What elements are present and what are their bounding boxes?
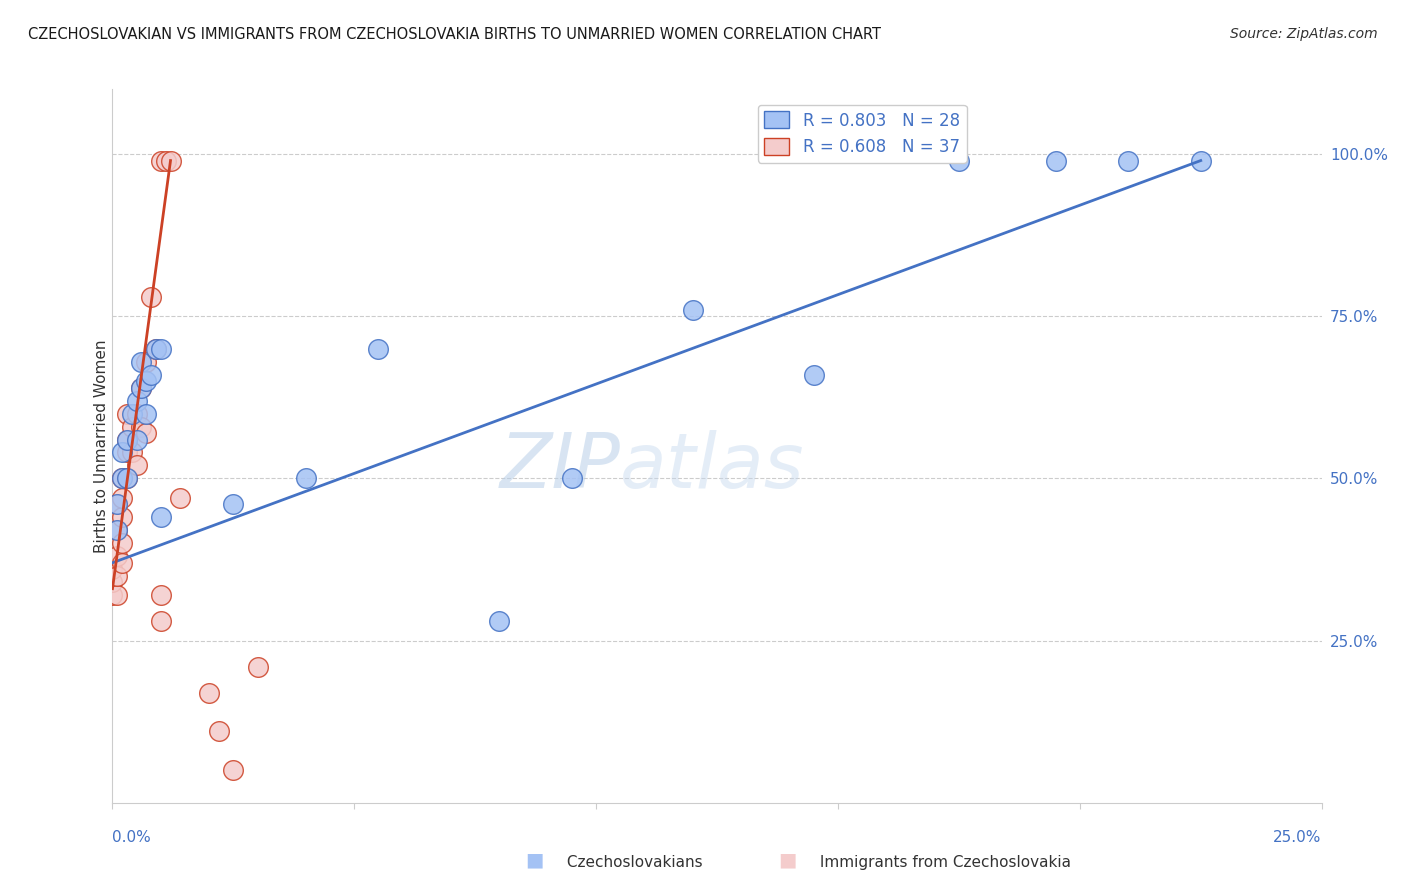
Point xyxy=(149,588,172,602)
Point xyxy=(105,524,128,538)
Point xyxy=(803,368,825,382)
Text: ■: ■ xyxy=(778,851,797,870)
Point xyxy=(105,588,128,602)
Point xyxy=(135,374,157,388)
Point xyxy=(222,497,245,511)
Text: Source: ZipAtlas.com: Source: ZipAtlas.com xyxy=(1230,27,1378,41)
Text: atlas: atlas xyxy=(620,431,804,504)
Text: 25.0%: 25.0% xyxy=(1274,830,1322,845)
Point xyxy=(105,549,128,564)
Text: Immigrants from Czechoslovakia: Immigrants from Czechoslovakia xyxy=(815,855,1071,870)
Point xyxy=(111,536,134,550)
Point xyxy=(682,302,704,317)
Point xyxy=(159,153,181,168)
Point xyxy=(222,764,245,778)
Text: 0.0%: 0.0% xyxy=(112,830,152,845)
Point xyxy=(131,419,153,434)
Point xyxy=(149,510,172,524)
Point xyxy=(141,368,163,382)
Y-axis label: Births to Unmarried Women: Births to Unmarried Women xyxy=(94,339,108,553)
Point xyxy=(111,471,134,485)
Point xyxy=(145,342,167,356)
Point xyxy=(121,419,143,434)
Point xyxy=(105,524,128,538)
Point xyxy=(105,497,128,511)
Point xyxy=(141,290,163,304)
Point xyxy=(125,393,148,408)
Point xyxy=(121,445,143,459)
Point xyxy=(111,491,134,505)
Point xyxy=(125,433,148,447)
Point xyxy=(115,471,138,485)
Point xyxy=(115,433,138,447)
Point xyxy=(105,497,128,511)
Point xyxy=(131,381,153,395)
Point xyxy=(105,568,128,582)
Point xyxy=(149,614,172,628)
Point xyxy=(169,491,191,505)
Point xyxy=(115,407,138,421)
Point xyxy=(131,354,153,368)
Point xyxy=(125,407,148,421)
Point xyxy=(101,562,124,576)
Point xyxy=(135,407,157,421)
Point xyxy=(155,153,177,168)
Text: CZECHOSLOVAKIAN VS IMMIGRANTS FROM CZECHOSLOVAKIA BIRTHS TO UNMARRIED WOMEN CORR: CZECHOSLOVAKIAN VS IMMIGRANTS FROM CZECH… xyxy=(28,27,882,42)
Point xyxy=(1189,153,1212,168)
Point xyxy=(135,354,157,368)
Point xyxy=(115,471,138,485)
Point xyxy=(121,407,143,421)
Point xyxy=(111,556,134,570)
Point xyxy=(101,588,124,602)
Point xyxy=(135,425,157,440)
Point xyxy=(111,445,134,459)
Point xyxy=(111,471,134,485)
Legend: R = 0.803   N = 28, R = 0.608   N = 37: R = 0.803 N = 28, R = 0.608 N = 37 xyxy=(758,104,966,162)
Point xyxy=(198,685,221,699)
Point xyxy=(246,659,269,673)
Point xyxy=(948,153,970,168)
Point xyxy=(295,471,318,485)
Point xyxy=(561,471,583,485)
Point xyxy=(131,381,153,395)
Point xyxy=(115,445,138,459)
Text: ■: ■ xyxy=(524,851,544,870)
Point xyxy=(149,342,172,356)
Point xyxy=(125,458,148,473)
Point xyxy=(101,575,124,590)
Point xyxy=(111,510,134,524)
Text: Czechoslovakians: Czechoslovakians xyxy=(562,855,703,870)
Point xyxy=(488,614,510,628)
Point xyxy=(1045,153,1067,168)
Point xyxy=(1116,153,1139,168)
Point xyxy=(367,342,389,356)
Point xyxy=(115,433,138,447)
Point xyxy=(149,153,172,168)
Point xyxy=(208,724,231,739)
Text: ZIP: ZIP xyxy=(499,431,620,504)
Point xyxy=(145,342,167,356)
